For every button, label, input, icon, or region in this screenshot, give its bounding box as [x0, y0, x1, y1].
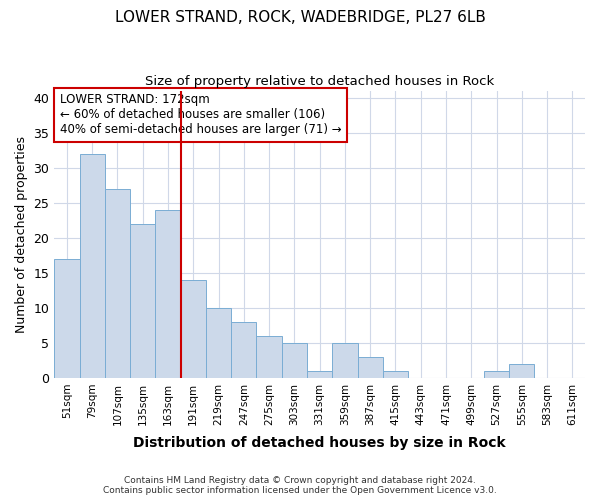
Bar [307, 371, 332, 378]
X-axis label: Distribution of detached houses by size in Rock: Distribution of detached houses by size … [133, 436, 506, 450]
Bar [130, 224, 155, 378]
Title: Size of property relative to detached houses in Rock: Size of property relative to detached ho… [145, 75, 494, 88]
Bar [282, 343, 307, 378]
Bar [256, 336, 282, 378]
Bar [80, 154, 105, 378]
Bar [383, 371, 408, 378]
Bar [105, 188, 130, 378]
Bar [358, 357, 383, 378]
Bar [54, 259, 80, 378]
Bar [332, 343, 358, 378]
Bar [155, 210, 181, 378]
Text: LOWER STRAND: 172sqm
← 60% of detached houses are smaller (106)
40% of semi-deta: LOWER STRAND: 172sqm ← 60% of detached h… [59, 94, 341, 136]
Bar [484, 371, 509, 378]
Y-axis label: Number of detached properties: Number of detached properties [15, 136, 28, 332]
Bar [181, 280, 206, 378]
Text: LOWER STRAND, ROCK, WADEBRIDGE, PL27 6LB: LOWER STRAND, ROCK, WADEBRIDGE, PL27 6LB [115, 10, 485, 25]
Bar [206, 308, 231, 378]
Text: Contains HM Land Registry data © Crown copyright and database right 2024.
Contai: Contains HM Land Registry data © Crown c… [103, 476, 497, 495]
Bar [509, 364, 535, 378]
Bar [231, 322, 256, 378]
